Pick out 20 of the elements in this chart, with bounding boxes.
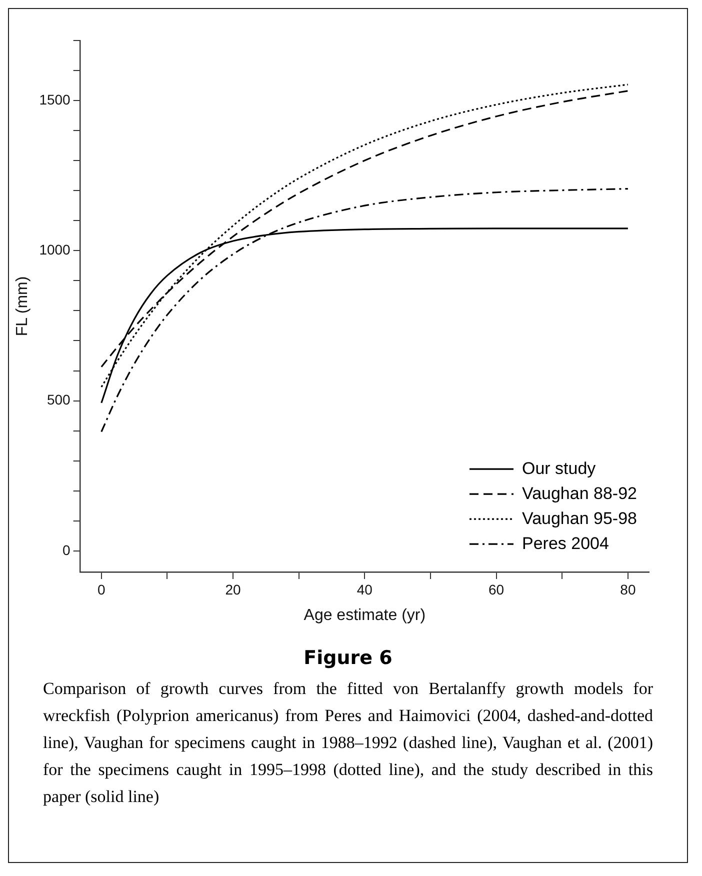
legend-label: Peres 2004 (522, 534, 609, 553)
y-tick-label: 500 (46, 392, 71, 408)
x-axis-title: Age estimate (yr) (304, 606, 426, 624)
text: Comparison of growth curves from the fitted von Bertalanffy growth models for wreckfish (Polyprion americanus) from Peres and Haimovici (2004, dashed-and-dotted line), Vaughan for specimens caught in 1988–1992 (dashed line), Vaughan et al. (2001) for the specimens caught in 1995–1998 (dotted line), and the study described in this paper (solid line) (43, 678, 653, 808)
line-series (100, 228, 629, 404)
x-tick-label: 0 (98, 581, 106, 598)
text: Figure 6 (302, 647, 394, 669)
legend-label: Vaughan 95-98 (522, 508, 638, 528)
y-tick-label: 1000 (39, 241, 71, 258)
legend-label: Our study (522, 458, 596, 478)
line-series (100, 188, 629, 433)
x-tick-label: 80 (620, 581, 636, 598)
y-tick-label: 1500 (39, 91, 71, 108)
y-axis-title: FL (mm) (14, 276, 32, 336)
legend-label: Vaughan 88-92 (522, 484, 638, 503)
x-tick-label: 40 (356, 581, 373, 598)
x-tick-label: 20 (225, 581, 242, 598)
y-tick-label: 0 (62, 542, 71, 558)
frame: Age estimate (yr) FL (mm) Our study Vaughan 88-92 Vaughan 95-98 Peres 2004 0 20 40 60 80 0 500 1000 1500 Figure 6 Comparison of growth curves from the fitted von Bertalanffy growth models for wreckfish (Polyprion americanus) from Peres and Haimovici (2004, dashed-and-dotted line), Vaughan for specimens caught in 1988–1992 (dashed line), Vaughan et al. (2001) for the specimens caught in 1995–1998 (dotted line), and the study described in this paper (solid line) (8, 8, 688, 863)
x-tick-label: 60 (488, 581, 504, 598)
